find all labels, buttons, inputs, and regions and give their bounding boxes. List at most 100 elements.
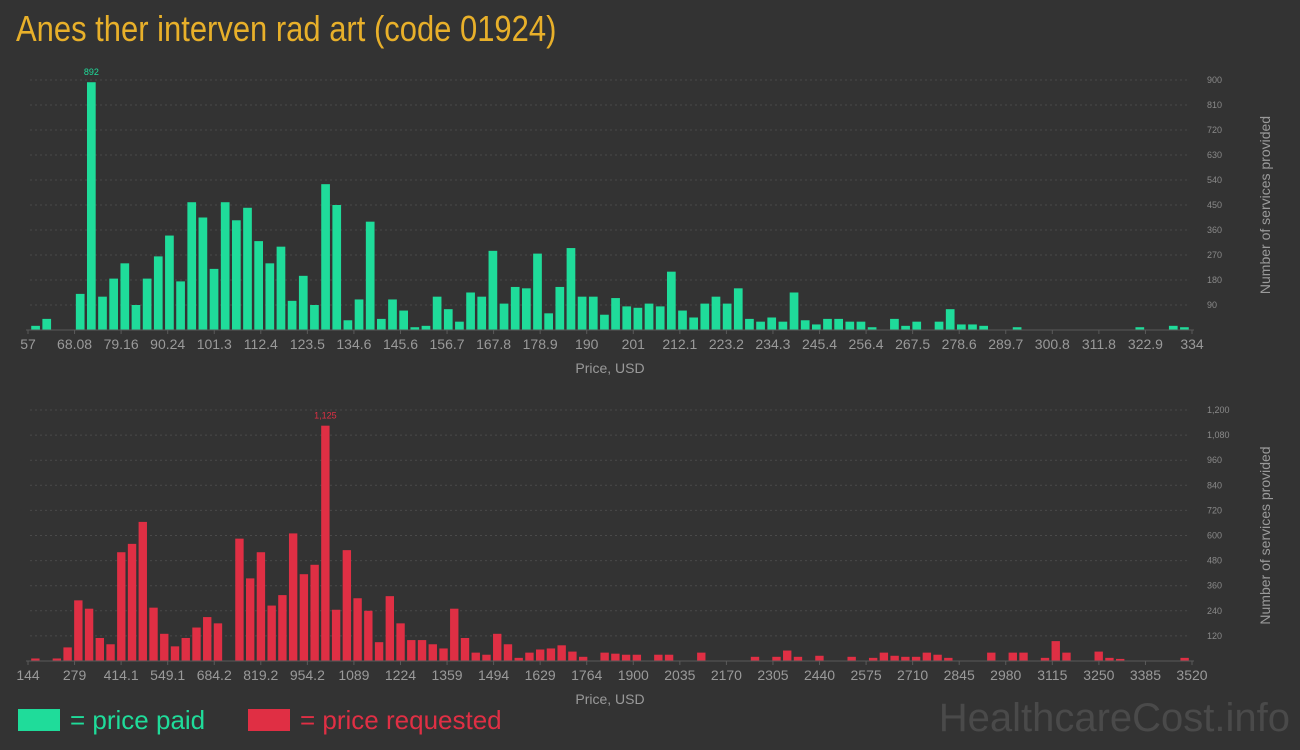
requested-bar — [1019, 652, 1028, 661]
requested-bar — [181, 637, 190, 661]
requested-xtick-label: 1359 — [431, 667, 462, 683]
paid-bar — [354, 299, 364, 330]
requested-bar — [847, 656, 856, 661]
requested-bar — [1105, 657, 1114, 661]
requested-bar — [213, 623, 223, 661]
paid-bar — [109, 278, 119, 330]
requested-bar — [654, 654, 663, 661]
requested-bar — [1008, 652, 1017, 661]
paid-xtick-label: 145.6 — [383, 336, 418, 352]
requested-bar — [353, 598, 362, 661]
paid-bar — [243, 207, 252, 330]
paid-xtick-label: 101.3 — [197, 336, 232, 352]
requested-xtick-label: 2440 — [804, 667, 835, 683]
requested-bar — [245, 578, 255, 661]
requested-xtick-label: 144 — [16, 667, 40, 683]
paid-xtick-label: 267.5 — [895, 336, 930, 352]
requested-bar — [578, 656, 588, 661]
paid-bar — [555, 286, 565, 330]
paid-bar — [98, 296, 107, 330]
requested-xtick-label: 1089 — [338, 667, 369, 683]
requested-bar — [160, 633, 169, 661]
requested-bar — [84, 608, 94, 661]
requested-bar — [944, 657, 953, 661]
paid-bar — [343, 320, 353, 330]
paid-bar — [912, 321, 922, 330]
paid-xtick-label: 79.16 — [104, 336, 139, 352]
paid-bar — [310, 305, 319, 330]
paid-ytick-label: 810 — [1207, 100, 1222, 110]
requested-bar — [793, 656, 803, 661]
requested-bar — [95, 637, 105, 661]
paid-bar — [533, 253, 542, 330]
paid-bar — [811, 324, 821, 330]
paid-bar — [298, 275, 308, 330]
requested-xtick-label: 279 — [63, 667, 87, 683]
legend-requested-label: = price requested — [300, 704, 502, 735]
paid-bar — [678, 310, 687, 330]
requested-bar — [901, 656, 910, 661]
requested-xtick-label: 3115 — [1037, 667, 1067, 683]
paid-bar — [209, 268, 219, 330]
paid-bar — [466, 292, 475, 330]
paid-bar — [399, 310, 409, 330]
requested-xtick-label: 1494 — [478, 667, 509, 683]
requested-xtick-label: 1224 — [385, 667, 416, 683]
paid-xtick-label: 311.8 — [1082, 336, 1116, 352]
paid-bar — [689, 317, 699, 330]
requested-bar — [117, 552, 126, 661]
requested-bar — [63, 647, 72, 661]
paid-bar — [198, 217, 208, 330]
paid-xtick-label: 300.8 — [1035, 336, 1070, 352]
paid-bar — [165, 235, 174, 330]
paid-bar — [220, 202, 230, 330]
requested-bar — [203, 617, 212, 661]
paid-bar — [823, 318, 832, 330]
requested-bar — [697, 652, 706, 661]
requested-bar — [342, 550, 352, 661]
paid-ytick-label: 90 — [1207, 300, 1217, 310]
paid-xtick-label: 57 — [20, 336, 36, 352]
requested-bar — [568, 651, 577, 661]
requested-bar — [546, 648, 556, 661]
paid-bar — [845, 321, 855, 330]
requested-xtick-label: 549.1 — [150, 667, 185, 683]
paid-bar — [265, 263, 275, 330]
paid-bar — [934, 321, 944, 330]
paid-bar — [577, 296, 587, 330]
legend-paid-label: = price paid — [70, 704, 206, 735]
requested-x-axis-title: Price, USD — [575, 691, 644, 707]
paid-xtick-label: 90.24 — [150, 336, 185, 352]
requested-xtick-label: 684.2 — [197, 667, 232, 683]
legend-requested: = price requested — [248, 703, 502, 737]
legend-paid: = price paid — [18, 703, 205, 737]
requested-ytick-label: 240 — [1207, 606, 1222, 616]
paid-ytick-label: 540 — [1207, 175, 1222, 185]
paid-ytick-label: 270 — [1207, 250, 1222, 260]
requested-bar — [460, 637, 470, 661]
paid-bar — [834, 318, 844, 330]
paid-xtick-label: 334 — [1180, 336, 1204, 352]
requested-bar — [364, 610, 373, 661]
paid-bar — [968, 324, 977, 330]
paid-bar — [131, 305, 141, 330]
paid-bar — [499, 303, 509, 330]
requested-xtick-label: 2710 — [897, 667, 928, 683]
paid-bar — [733, 288, 743, 330]
paid-xtick-label: 190 — [575, 336, 599, 352]
requested-xtick-label: 954.2 — [290, 667, 325, 683]
requested-ytick-label: 840 — [1207, 480, 1222, 490]
requested-bar — [74, 600, 83, 661]
paid-bar — [722, 303, 732, 330]
requested-bar — [525, 652, 534, 661]
requested-ytick-label: 120 — [1207, 631, 1222, 641]
paid-bar — [1135, 327, 1145, 330]
requested-bar — [192, 627, 201, 661]
paid-xtick-label: 167.8 — [476, 336, 511, 352]
requested-bar — [1115, 658, 1125, 661]
paid-bar — [1012, 327, 1022, 330]
paid-xtick-label: 256.4 — [849, 336, 884, 352]
requested-bar — [331, 609, 341, 661]
requested-bar — [396, 623, 405, 661]
paid-bar — [120, 263, 130, 330]
